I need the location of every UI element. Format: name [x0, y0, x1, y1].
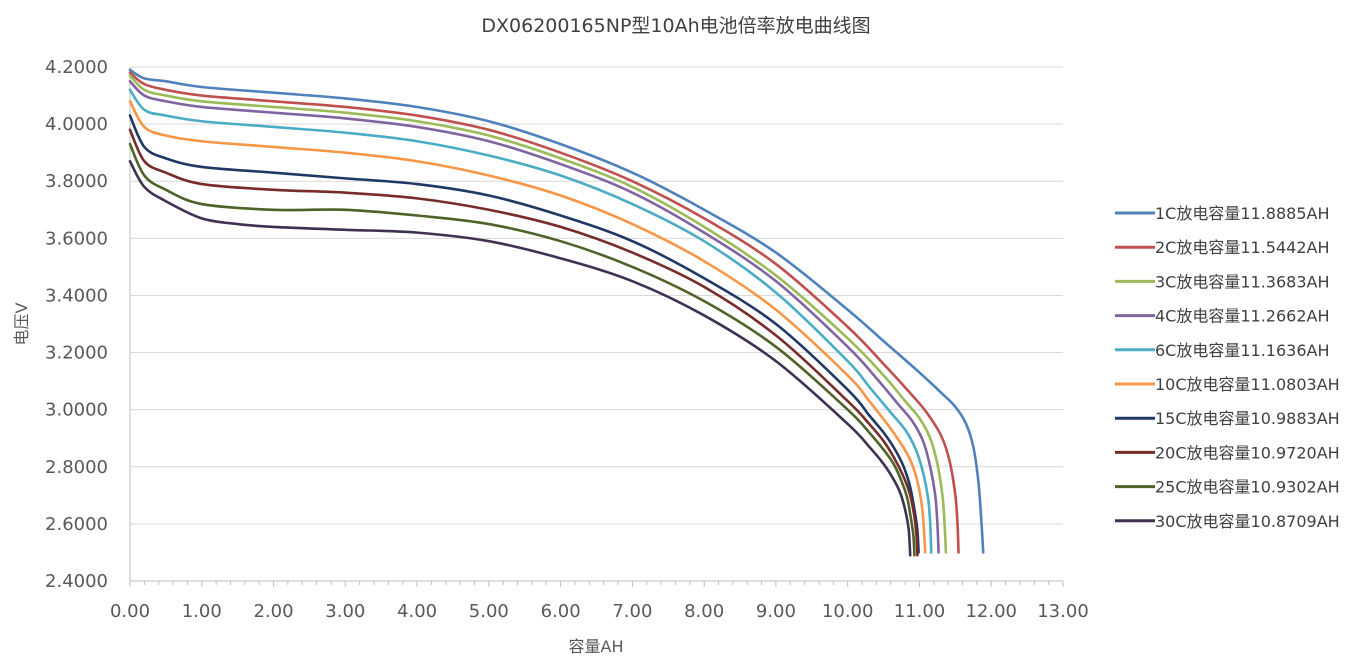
x-tick-label: 9.00 [756, 601, 796, 622]
axes [129, 67, 1064, 587]
legend-label: 1C放电容量11.8885AH [1155, 204, 1330, 223]
x-tick-label: 8.00 [684, 601, 724, 622]
x-tick-label: 11.00 [894, 601, 946, 622]
y-tick-label: 3.4000 [45, 285, 108, 306]
legend-label: 15C放电容量10.9883AH [1155, 409, 1340, 428]
x-tick-label: 6.00 [541, 601, 581, 622]
series-line-1 [128, 68, 985, 554]
legend-label: 2C放电容量11.5442AH [1155, 238, 1330, 257]
y-axis-title: 电压V [12, 302, 31, 345]
legend-label: 25C放电容量10.9302AH [1155, 478, 1340, 497]
y-tick-label: 3.8000 [45, 171, 108, 192]
x-axis-title: 容量AH [569, 637, 624, 656]
x-tick-label: 0.00 [110, 601, 150, 622]
x-tick-label: 2.00 [253, 601, 293, 622]
y-axis-ticks: 2.4000 2.6000 2.8000 3.0000 3.2000 3.4000 3.60… [45, 57, 108, 592]
y-tick-label: 3.6000 [45, 228, 108, 249]
legend-label: 20C放电容量10.9720AH [1155, 443, 1340, 462]
chart-title: DX06200165NP型10Ah电池倍率放电曲线图 [481, 15, 870, 37]
x-tick-label: 1.00 [182, 601, 222, 622]
x-tick-label: 3.00 [325, 601, 365, 622]
series-line-8 [128, 128, 919, 557]
grid-lines [130, 66, 1063, 525]
legend-label: 30C放电容量10.8709AH [1155, 512, 1340, 531]
x-axis-ticks: 0.00 1.00 2.00 3.00 4.00 5.00 6.00 7.00 8.00 9.00… [110, 601, 1089, 622]
legend-label: 10C放电容量11.0803AH [1155, 375, 1340, 394]
series-line-3 [128, 74, 948, 554]
x-tick-label: 13.00 [1037, 601, 1089, 622]
legend-label: 6C放电容量11.1636AH [1155, 341, 1330, 360]
legend: 1C放电容量11.8885AH 2C放电容量11.5442AH 3C放电容量11.3… [1115, 204, 1340, 531]
x-tick-label: 12.00 [965, 601, 1017, 622]
series-line-7 [128, 114, 920, 554]
y-tick-label: 2.4000 [45, 571, 108, 592]
series-line-6 [128, 99, 927, 554]
legend-label: 3C放电容量11.3683AH [1155, 272, 1330, 291]
x-tick-label: 10.00 [822, 601, 874, 622]
x-tick-label: 5.00 [469, 601, 509, 622]
series-line-2 [128, 71, 960, 554]
y-tick-label: 2.8000 [45, 457, 108, 478]
plot-series [128, 68, 985, 557]
y-tick-label: 3.2000 [45, 343, 108, 364]
x-tick-label: 4.00 [397, 601, 437, 622]
series-line-5 [128, 88, 933, 554]
y-tick-label: 2.6000 [45, 514, 108, 535]
y-tick-label: 4.2000 [45, 57, 108, 78]
y-tick-label: 4.0000 [45, 114, 108, 135]
y-tick-label: 3.0000 [45, 400, 108, 421]
series-line-4 [128, 79, 940, 554]
legend-label: 4C放电容量11.2662AH [1155, 307, 1330, 326]
series-line-9 [128, 142, 916, 557]
x-tick-label: 7.00 [612, 601, 652, 622]
series-line-10 [128, 159, 912, 557]
